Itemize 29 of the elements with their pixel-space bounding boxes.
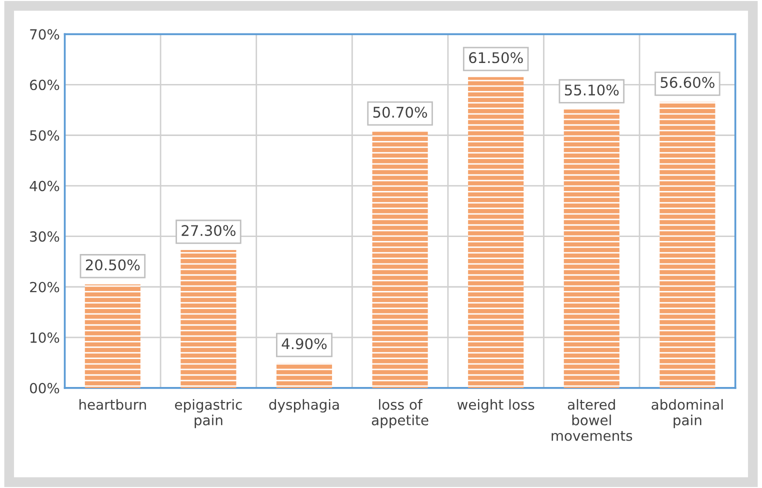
data-label: 20.50%: [86, 259, 140, 270]
data-label: 50.70%: [373, 106, 428, 118]
y-tick-label: 00%: [30, 382, 60, 394]
bar: [564, 109, 620, 388]
x-tick-label: altered bowel movements: [552, 399, 632, 441]
bar: [276, 363, 332, 388]
data-label: 27.30%: [182, 225, 236, 236]
bar: [372, 132, 428, 388]
y-tick-label: 40%: [30, 180, 60, 192]
y-tick-label: 10%: [30, 332, 60, 343]
x-tick-label: abdominal pain: [652, 399, 723, 428]
data-label: 56.60%: [660, 76, 714, 88]
y-tick-label: 60%: [30, 80, 60, 90]
x-tick-label: loss of appetite: [372, 399, 428, 428]
data-label: 4.90%: [282, 338, 327, 350]
bar: [84, 284, 140, 388]
data-label: 61.50%: [469, 52, 523, 64]
bar: [468, 77, 524, 388]
y-tick-label: 20%: [30, 282, 60, 292]
y-tick-label: 70%: [30, 29, 60, 40]
bar: [660, 102, 716, 388]
y-tick-label: 30%: [30, 231, 60, 242]
x-tick-label: dysphagia: [269, 399, 339, 413]
x-tick-label: weight loss: [457, 399, 534, 413]
x-tick-label: heartburn: [79, 399, 146, 410]
x-tick-label: epigastric pain: [175, 399, 242, 428]
data-label: 55.10%: [564, 84, 619, 96]
y-tick-label: 50%: [30, 130, 60, 141]
bar: [180, 250, 236, 388]
